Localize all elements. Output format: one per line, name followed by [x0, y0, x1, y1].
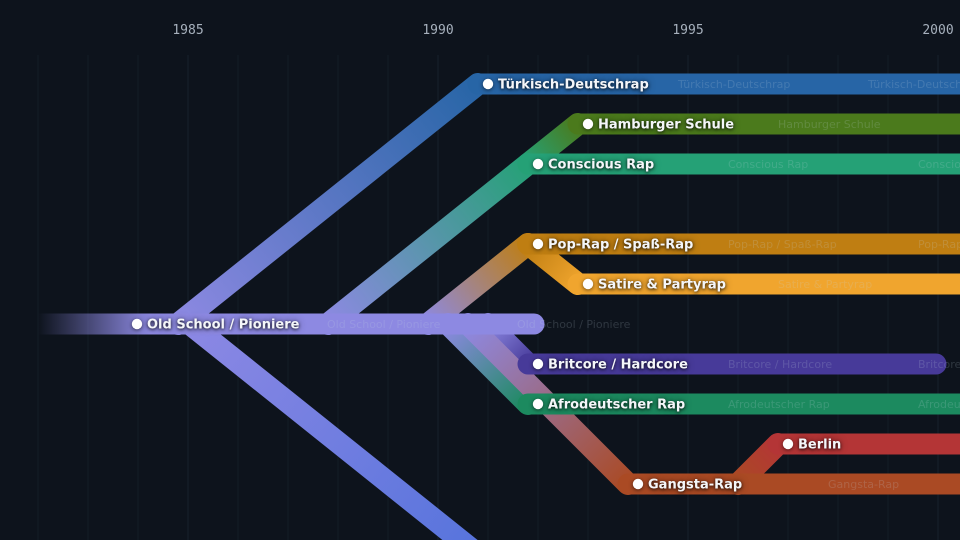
band-tuerkisch-label: Türkisch-Deutschrap — [498, 78, 649, 93]
band-poprap-label-repeat: Pop-Rap / Spaß-Rap — [918, 238, 960, 251]
repeat-labels: Old School / Pioniere Old School / Pionie… — [327, 78, 960, 491]
band-old-school-label-repeat: Old School / Pioniere — [517, 318, 631, 331]
band-tuerkisch-branch[interactable] — [167, 73, 489, 335]
band-gangsta-label-repeat: Gangsta-Rap — [828, 478, 899, 491]
band-tuerkisch-dot[interactable] — [482, 78, 494, 90]
band-afro-label-repeat: Afrodeutscher Rap — [728, 398, 830, 411]
band-afro-dot[interactable] — [532, 398, 544, 410]
branch-exit-bottom — [179, 313, 478, 540]
axis-year-1985: 1985 — [172, 23, 203, 38]
band-satire-dot[interactable] — [582, 278, 594, 290]
axis-year-1990: 1990 — [422, 23, 453, 38]
band-hamburger-label: Hamburger Schule — [598, 118, 734, 133]
band-conscious-dot[interactable] — [532, 158, 544, 170]
band-poprap-label-repeat: Pop-Rap / Spaß-Rap — [728, 238, 837, 251]
band-satire-label-repeat: Satire & Partyrap — [778, 278, 872, 291]
band-tuerkisch-label-repeat: Türkisch-Deutschrap — [867, 78, 960, 91]
band-conscious-branch[interactable] — [317, 153, 539, 335]
band-hamburger-dot[interactable] — [582, 118, 594, 130]
band-old-school-label: Old School / Pioniere — [147, 318, 300, 333]
year-gridlines — [37, 55, 939, 540]
band-britcore-dot[interactable] — [532, 358, 544, 370]
band-afro-label: Afrodeutscher Rap — [548, 398, 685, 413]
band-berlin-label: Berlin — [798, 438, 841, 453]
band-gangsta-dot[interactable] — [632, 478, 644, 490]
band-old-school-dot[interactable] — [131, 318, 143, 330]
band-conscious-label: Conscious Rap — [548, 158, 654, 173]
band-afro-label-repeat: Afrodeutscher Rap — [918, 398, 960, 411]
band-old-school-label-repeat: Old School / Pioniere — [327, 318, 441, 331]
axis-year-1995: 1995 — [672, 23, 703, 38]
band-hamburger-label-repeat: Hamburger Schule — [778, 118, 881, 131]
band-poprap-label: Pop-Rap / Spaß-Rap — [548, 238, 693, 253]
genre-bands — [29, 73, 960, 495]
band-afro-branch[interactable] — [437, 313, 539, 415]
band-berlin-dot[interactable] — [782, 438, 794, 450]
band-tuerkisch-label-repeat: Türkisch-Deutschrap — [677, 78, 790, 91]
branch-diagonals — [167, 73, 789, 495]
band-britcore-label-repeat: Britcore / Hardcore — [918, 358, 960, 371]
band-britcore-label: Britcore / Hardcore — [548, 358, 688, 373]
band-gangsta-label: Gangsta-Rap — [648, 478, 742, 493]
band-britcore-label-repeat: Britcore / Hardcore — [728, 358, 832, 371]
band-conscious-label-repeat: Conscious Rap — [918, 158, 960, 171]
band-satire-label: Satire & Partyrap — [598, 278, 726, 293]
axis-year-2000: 2000 — [922, 23, 953, 38]
band-conscious-label-repeat: Conscious Rap — [728, 158, 808, 171]
band-poprap-dot[interactable] — [532, 238, 544, 250]
band-markers: Old School / Pioniere Türkisch-Deutschrap… — [131, 78, 841, 493]
year-axis: 1985 1990 1995 2000 — [172, 23, 953, 38]
band-poprap-branch[interactable] — [417, 233, 539, 335]
